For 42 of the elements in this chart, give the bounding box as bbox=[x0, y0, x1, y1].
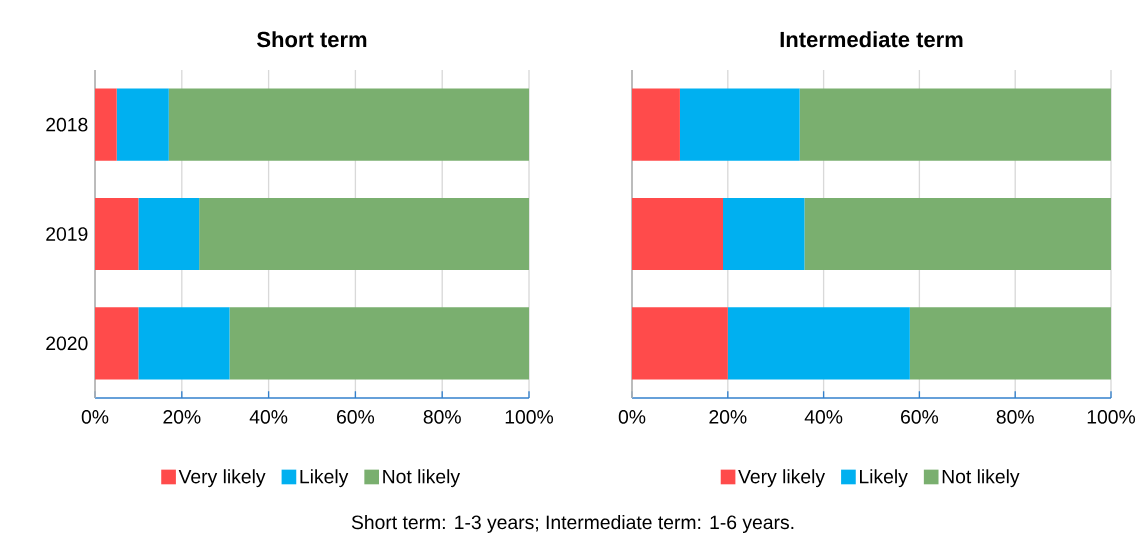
bar bbox=[138, 307, 230, 380]
x-tick-label: 20% bbox=[709, 410, 747, 424]
bar bbox=[804, 197, 1111, 271]
bar bbox=[909, 307, 1111, 380]
bar bbox=[632, 197, 724, 271]
bar bbox=[632, 307, 728, 380]
x-tick-label: 40% bbox=[249, 410, 288, 424]
legend-label: Likely bbox=[300, 469, 349, 488]
bar bbox=[229, 307, 529, 380]
legend-label: Not likely bbox=[942, 469, 1020, 488]
bar bbox=[116, 88, 169, 161]
x-tick-label: 60% bbox=[901, 410, 939, 424]
bar bbox=[679, 88, 800, 161]
x-tick-label: 0% bbox=[618, 410, 646, 424]
chart-title: Intermediate term bbox=[780, 31, 963, 48]
legend-label: Not likely bbox=[383, 469, 461, 488]
bar bbox=[95, 197, 139, 271]
bar bbox=[95, 88, 117, 161]
y-tick-label: 2018 bbox=[46, 117, 88, 132]
legend-label: Very likely bbox=[178, 469, 266, 488]
x-tick-label: 40% bbox=[804, 410, 843, 424]
bar bbox=[138, 197, 200, 271]
bar bbox=[95, 307, 139, 380]
bar bbox=[199, 197, 529, 271]
x-tick-label: 100% bbox=[505, 410, 554, 424]
bar bbox=[723, 197, 805, 271]
bar bbox=[799, 88, 1111, 161]
x-tick-label: 20% bbox=[163, 410, 201, 424]
chart-title: Short term bbox=[257, 31, 367, 48]
bar bbox=[168, 88, 529, 161]
y-tick-label: 2019 bbox=[46, 227, 88, 241]
x-tick-label: 100% bbox=[1087, 410, 1136, 424]
x-tick-label: 80% bbox=[996, 410, 1034, 424]
y-tick-label: 2020 bbox=[46, 336, 88, 351]
text: Short term: 1-3 years; Intermediate term: 1-6 years. bbox=[351, 514, 794, 533]
x-tick-label: 0% bbox=[81, 410, 109, 424]
legend-label: Very likely bbox=[738, 469, 826, 488]
x-tick-label: 60% bbox=[337, 410, 375, 424]
bar bbox=[632, 88, 680, 161]
x-tick-label: 80% bbox=[423, 410, 461, 424]
legend-label: Likely bbox=[860, 469, 908, 488]
bar bbox=[727, 307, 910, 380]
